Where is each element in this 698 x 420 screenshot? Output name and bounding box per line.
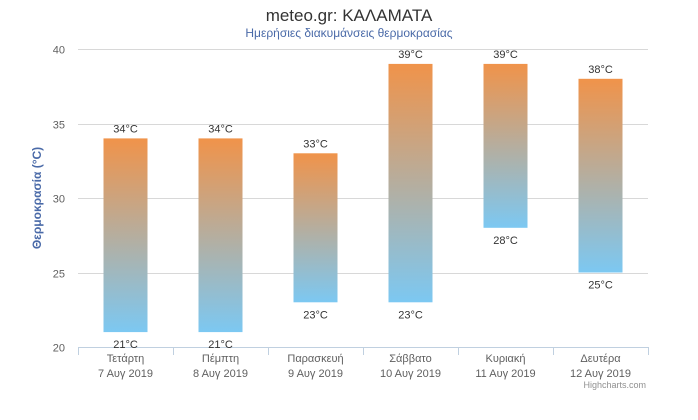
- low-temp-label: 23°C: [303, 309, 328, 321]
- x-tick-day-label: Δευτέρα: [580, 353, 621, 365]
- x-tick-date-label: 10 Αυγ 2019: [380, 368, 441, 380]
- x-tick-date-label: 11 Αυγ 2019: [475, 368, 535, 380]
- x-tick-day-label: Κυριακή: [485, 353, 525, 365]
- low-temp-label: 21°C: [113, 339, 138, 351]
- high-temp-label: 39°C: [398, 49, 423, 61]
- temperature-range-bar: [578, 78, 623, 273]
- high-temp-label: 39°C: [493, 49, 518, 61]
- low-temp-label: 21°C: [208, 339, 233, 351]
- temperature-range-bar: [293, 153, 338, 303]
- x-tick-date-label: 12 Αυγ 2019: [570, 368, 631, 380]
- x-tick-date-label: 8 Αυγ 2019: [193, 368, 248, 380]
- high-temp-label: 33°C: [303, 138, 328, 150]
- low-temp-label: 28°C: [493, 235, 518, 247]
- x-tick-labels: Τετάρτη 7 Αυγ 2019 Πέμπτη 8 Αυγ 2019 Παρασκε…: [98, 353, 631, 380]
- low-temp-label: 25°C: [588, 280, 613, 292]
- x-tick-day-label: Παρασκευή: [287, 353, 343, 365]
- x-tick-date-label: 9 Αυγ 2019: [288, 368, 343, 380]
- credits-link[interactable]: Highcharts.com: [583, 380, 646, 390]
- chart-title: meteo.gr: ΚΑΛΑΜΑΤΑ: [266, 6, 433, 25]
- y-tick-label: 35: [53, 120, 65, 132]
- x-tick-day-label: Σάββατο: [389, 353, 431, 365]
- high-temp-label: 38°C: [588, 64, 613, 76]
- y-tick-label: 20: [53, 343, 65, 355]
- chart-subtitle: Ημερήσιες διακυμάνσεις θερμοκρασίας: [245, 26, 452, 40]
- temperature-range-bar: [103, 138, 148, 333]
- high-temp-label: 34°C: [113, 123, 138, 135]
- grid-layer: [78, 49, 649, 355]
- y-tick-label: 25: [53, 269, 65, 281]
- y-tick-labels: 20 25 30 35 40: [53, 45, 65, 355]
- y-tick-label: 30: [53, 194, 65, 206]
- x-tick-date-label: 7 Αυγ 2019: [98, 368, 153, 380]
- temperature-range-bar: [483, 63, 528, 228]
- high-temp-label: 34°C: [208, 123, 233, 135]
- y-axis-title: Θερμοκρασία (°C): [30, 147, 44, 249]
- x-tick-day-label: Τετάρτη: [107, 353, 145, 365]
- x-tick-day-label: Πέμπτη: [202, 353, 239, 365]
- data-label-layer: 34°C 21°C 34°C 21°C 33°C 23°C 39°C 23°C 39°C 28°C…: [113, 49, 613, 351]
- low-temp-label: 23°C: [398, 309, 423, 321]
- temperature-range-bar: [198, 138, 243, 333]
- bar-layer: [103, 63, 623, 333]
- y-tick-label: 40: [53, 45, 65, 57]
- temperature-range-bar: [388, 63, 433, 303]
